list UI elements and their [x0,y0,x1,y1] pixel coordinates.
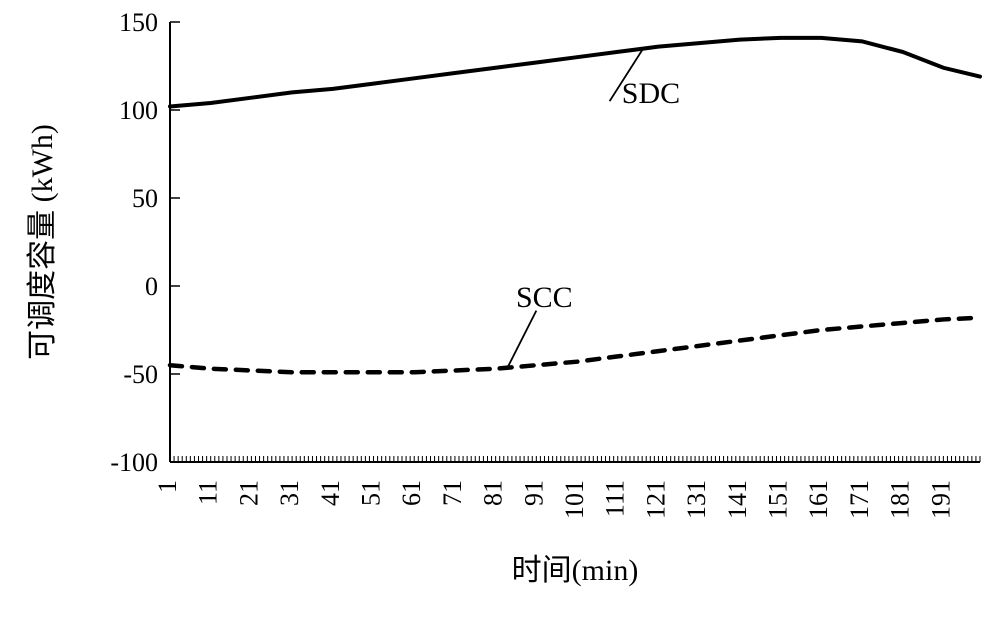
y-tick-label: 50 [132,184,158,213]
callout-label-SCC: SCC [516,281,573,314]
x-tick-group: 61 [397,480,426,506]
line-chart: -100-50050100150111213141516171819110111… [0,0,1000,623]
x-tick-label: 151 [764,480,793,519]
x-tick-label: 61 [397,480,426,506]
x-tick-label: 141 [723,480,752,519]
x-tick-group: 71 [438,480,467,506]
x-tick-group: 111 [601,480,630,517]
x-tick-group: 191 [926,480,955,519]
x-tick-group: 121 [641,480,670,519]
y-tick-label: 150 [119,8,158,37]
x-tick-label: 11 [194,480,223,505]
x-tick-label: 71 [438,480,467,506]
x-tick-group: 91 [519,480,548,506]
x-tick-group: 31 [275,480,304,506]
x-tick-label: 1 [153,480,182,493]
callout-label-SDC: SDC [622,77,680,110]
x-tick-group: 131 [682,480,711,519]
chart-bg [0,0,1000,623]
x-tick-group: 141 [723,480,752,519]
x-tick-label: 31 [275,480,304,506]
x-tick-label: 191 [926,480,955,519]
y-tick-label: -50 [123,360,158,389]
x-tick-label: 171 [845,480,874,519]
x-tick-label: 131 [682,480,711,519]
y-tick-label: 0 [145,272,158,301]
x-tick-label: 41 [316,480,345,506]
x-tick-group: 101 [560,480,589,519]
x-tick-label: 111 [601,480,630,517]
x-tick-group: 171 [845,480,874,519]
y-tick-label: -100 [110,448,158,477]
y-axis-label: 可调度容量 (kWh) [26,124,59,360]
x-tick-group: 151 [764,480,793,519]
x-tick-label: 91 [519,480,548,506]
y-tick-label: 100 [119,96,158,125]
x-axis-label: 时间(min) [512,554,639,587]
x-tick-group: 41 [316,480,345,506]
x-tick-group: 181 [886,480,915,519]
x-tick-label: 181 [886,480,915,519]
x-tick-label: 51 [356,480,385,506]
x-tick-group: 21 [234,480,263,506]
chart-container: -100-50050100150111213141516171819110111… [0,0,1000,623]
x-tick-group: 81 [479,480,508,506]
x-tick-label: 101 [560,480,589,519]
x-tick-label: 161 [804,480,833,519]
x-tick-label: 81 [479,480,508,506]
x-tick-group: 1 [153,480,182,493]
x-tick-label: 21 [234,480,263,506]
x-tick-label: 121 [641,480,670,519]
x-tick-group: 161 [804,480,833,519]
x-tick-group: 51 [356,480,385,506]
x-tick-group: 11 [194,480,223,505]
